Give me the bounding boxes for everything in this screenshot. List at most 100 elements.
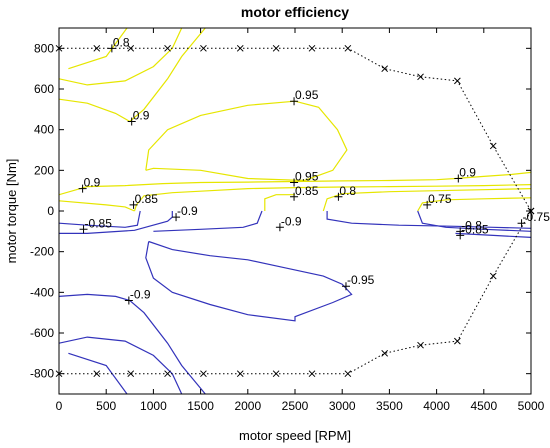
contour-label-3: 0.9 bbox=[84, 176, 101, 190]
contour-label-6: 0.85 bbox=[295, 184, 319, 198]
contour-line-3 bbox=[145, 100, 348, 182]
contour-label-marker-0 bbox=[107, 44, 116, 53]
envelope-min-marker-3 bbox=[164, 370, 171, 378]
envelope-max-marker-9 bbox=[381, 65, 389, 73]
contour-label-marker-8 bbox=[454, 174, 463, 183]
y-tick-label-5: 200 bbox=[34, 163, 54, 177]
contour-label-4: 0.85 bbox=[135, 192, 159, 206]
contour-label-marker-11 bbox=[172, 213, 181, 222]
contour-line-11 bbox=[59, 211, 173, 234]
contour-line-18 bbox=[59, 336, 183, 394]
y-tick-label-8: 800 bbox=[34, 41, 54, 55]
y-tick-label-6: 400 bbox=[34, 123, 54, 137]
contour-label-marker-15 bbox=[517, 219, 526, 228]
contour-label-marker-4 bbox=[129, 200, 138, 209]
contour-label-5: 0.95 bbox=[295, 170, 319, 184]
chart-title: motor efficiency bbox=[241, 4, 349, 20]
x-tick-label-2: 1000 bbox=[140, 399, 167, 413]
contour-label-2: 0.95 bbox=[295, 88, 319, 102]
x-tick-label-9: 4500 bbox=[470, 399, 497, 413]
envelope-min-marker-1 bbox=[93, 370, 101, 378]
contour-label-marker-3 bbox=[78, 184, 87, 193]
contour-line-4 bbox=[59, 171, 531, 196]
contour-label-10: -0.85 bbox=[85, 216, 113, 230]
contour-label-marker-14 bbox=[456, 231, 465, 240]
y-tick-label-4: 0 bbox=[47, 204, 54, 218]
contour-line-16 bbox=[145, 240, 353, 322]
contour-label-marker-17 bbox=[124, 296, 133, 305]
contour-label-16: -0.95 bbox=[347, 273, 375, 287]
envelope-min-marker-11 bbox=[454, 337, 461, 345]
envelope-max-marker-2 bbox=[127, 44, 135, 52]
envelope-min-marker-10 bbox=[417, 341, 424, 349]
x-tick-label-0: 0 bbox=[56, 399, 63, 413]
x-tick-label-3: 1500 bbox=[187, 399, 214, 413]
contour-label-marker-6 bbox=[290, 192, 299, 201]
y-tick-label-7: 600 bbox=[34, 82, 54, 96]
contour-line-2 bbox=[59, 28, 206, 123]
envelope-min-marker-7 bbox=[308, 370, 316, 378]
contour-label-13: -0.8 bbox=[461, 218, 482, 232]
envelope-max-marker-6 bbox=[272, 44, 280, 52]
x-tick-label-8: 4000 bbox=[423, 399, 450, 413]
contour-line-1 bbox=[59, 28, 183, 86]
contour-label-marker-7 bbox=[334, 192, 343, 201]
contour-line-13 bbox=[326, 211, 531, 229]
x-tick-label-6: 3000 bbox=[329, 399, 356, 413]
contour-line-19 bbox=[68, 352, 128, 394]
contour-line-17 bbox=[59, 293, 206, 394]
envelope-max-marker-3 bbox=[164, 44, 171, 52]
contour-label-marker-5 bbox=[290, 178, 299, 187]
envelope-min-marker-2 bbox=[127, 370, 135, 378]
contour-label-14: -0.85 bbox=[461, 222, 489, 236]
x-tick-label-4: 2000 bbox=[234, 399, 261, 413]
contour-label-11: -0.9 bbox=[177, 204, 198, 218]
y-axis-label: motor torque [Nm] bbox=[4, 159, 19, 264]
contour-label-marker-2 bbox=[290, 97, 299, 106]
envelope-min-marker-9 bbox=[381, 349, 389, 357]
contour-line-6 bbox=[133, 184, 531, 212]
contour-line-12 bbox=[153, 210, 263, 232]
y-tick-label-0: -800 bbox=[30, 367, 54, 381]
envelope-min-marker-8 bbox=[344, 370, 352, 378]
contour-label-marker-12 bbox=[275, 223, 284, 232]
envelope-min-marker-6 bbox=[272, 370, 280, 378]
envelope-max-marker-4 bbox=[200, 44, 207, 52]
contour-line-9 bbox=[417, 197, 531, 212]
envelope-max-marker-11 bbox=[454, 77, 461, 85]
y-tick-label-2: -400 bbox=[30, 285, 54, 299]
contour-line-7 bbox=[264, 194, 295, 211]
contour-label-8: 0.9 bbox=[459, 165, 476, 179]
contour-label-1: 0.9 bbox=[133, 109, 150, 123]
contour-label-marker-9 bbox=[423, 200, 432, 209]
contour-label-7: 0.8 bbox=[339, 184, 356, 198]
contour-line-5 bbox=[59, 200, 135, 212]
envelope-min-marker-4 bbox=[200, 370, 207, 378]
x-tick-label-1: 500 bbox=[96, 399, 116, 413]
envelope-max-marker-10 bbox=[417, 73, 424, 81]
x-tick-label-10: 5000 bbox=[518, 399, 545, 413]
contour-label-marker-16 bbox=[341, 282, 350, 291]
contour-line-8 bbox=[322, 188, 531, 212]
envelope-max-marker-8 bbox=[344, 44, 352, 52]
contour-label-17: -0.9 bbox=[130, 287, 151, 301]
contour-line-15 bbox=[455, 232, 531, 238]
y-tick-label-1: -600 bbox=[30, 326, 54, 340]
contour-line-10 bbox=[59, 210, 141, 228]
envelope-min-marker-12 bbox=[489, 272, 497, 280]
contour-label-marker-1 bbox=[127, 117, 136, 126]
envelope-min-marker-5 bbox=[236, 370, 244, 378]
contour-line-0 bbox=[68, 28, 128, 70]
envelope-max-marker-12 bbox=[489, 142, 497, 150]
contour-label-marker-10 bbox=[79, 225, 88, 234]
plot-area-frame bbox=[58, 27, 532, 395]
contour-label-12: -0.9 bbox=[281, 214, 302, 228]
envelope-max-marker-7 bbox=[308, 44, 316, 52]
x-tick-label-5: 2500 bbox=[282, 399, 309, 413]
envelope-max-marker-1 bbox=[93, 44, 101, 52]
contour-label-9: 0.75 bbox=[428, 192, 452, 206]
contour-line-14 bbox=[417, 210, 531, 232]
x-tick-label-7: 3500 bbox=[376, 399, 403, 413]
